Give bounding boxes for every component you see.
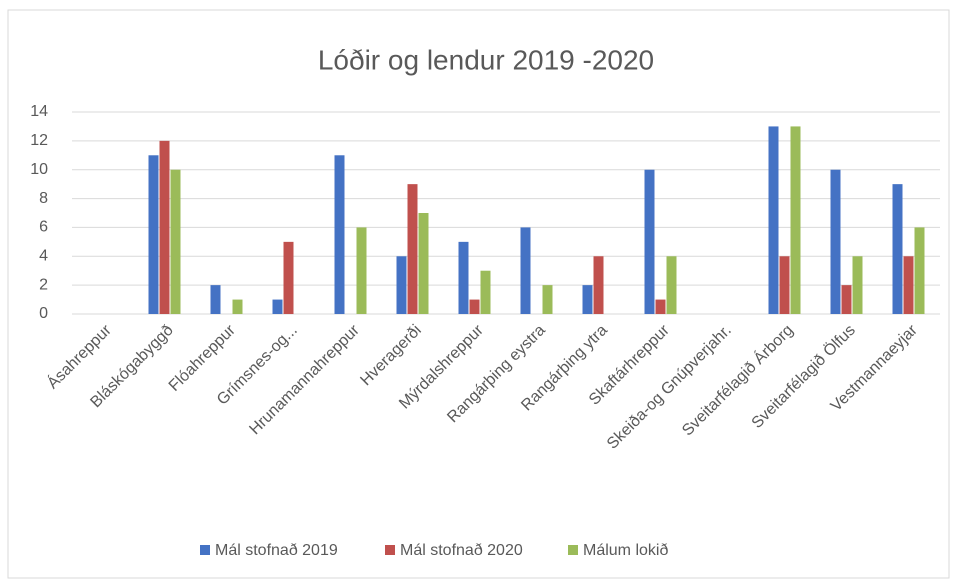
y-tick-label: 10 xyxy=(30,161,48,178)
bar xyxy=(520,227,531,314)
bar xyxy=(418,213,429,314)
y-tick-label: 2 xyxy=(39,276,48,293)
bar xyxy=(407,184,418,314)
y-tick-label: 14 xyxy=(30,103,48,120)
y-tick-label: 4 xyxy=(39,248,48,265)
bar xyxy=(655,299,666,314)
bar xyxy=(903,256,914,314)
legend-swatch xyxy=(568,545,578,555)
bar xyxy=(480,270,491,314)
bar xyxy=(841,285,852,314)
bar xyxy=(593,256,604,314)
bar xyxy=(469,299,480,314)
bar xyxy=(210,285,221,314)
legend-label: Mál stofnað 2020 xyxy=(400,542,523,559)
bar xyxy=(170,169,181,314)
bar xyxy=(768,126,779,314)
bar xyxy=(356,227,367,314)
bar xyxy=(830,169,841,314)
bar xyxy=(542,285,553,314)
bar xyxy=(232,299,243,314)
bar xyxy=(852,256,863,314)
bar xyxy=(148,155,159,314)
y-tick-label: 6 xyxy=(39,219,48,236)
bar xyxy=(644,169,655,314)
y-tick-label: 12 xyxy=(30,132,48,149)
bar xyxy=(790,126,801,314)
legend-label: Mál stofnað 2019 xyxy=(215,542,338,559)
bar xyxy=(283,241,294,314)
legend-swatch xyxy=(385,545,395,555)
bar xyxy=(159,140,170,314)
legend-swatch xyxy=(200,545,210,555)
bar xyxy=(396,256,407,314)
legend-label: Málum lokið xyxy=(583,542,668,559)
bar xyxy=(582,285,593,314)
bar xyxy=(666,256,677,314)
y-tick-label: 8 xyxy=(39,190,48,207)
bar xyxy=(914,227,925,314)
chart-title: Lóðir og lendur 2019 -2020 xyxy=(318,44,654,75)
y-tick-label: 0 xyxy=(39,305,48,322)
bar xyxy=(458,241,469,314)
bar xyxy=(779,256,790,314)
bar xyxy=(334,155,345,314)
bar xyxy=(892,184,903,314)
bar xyxy=(272,299,283,314)
